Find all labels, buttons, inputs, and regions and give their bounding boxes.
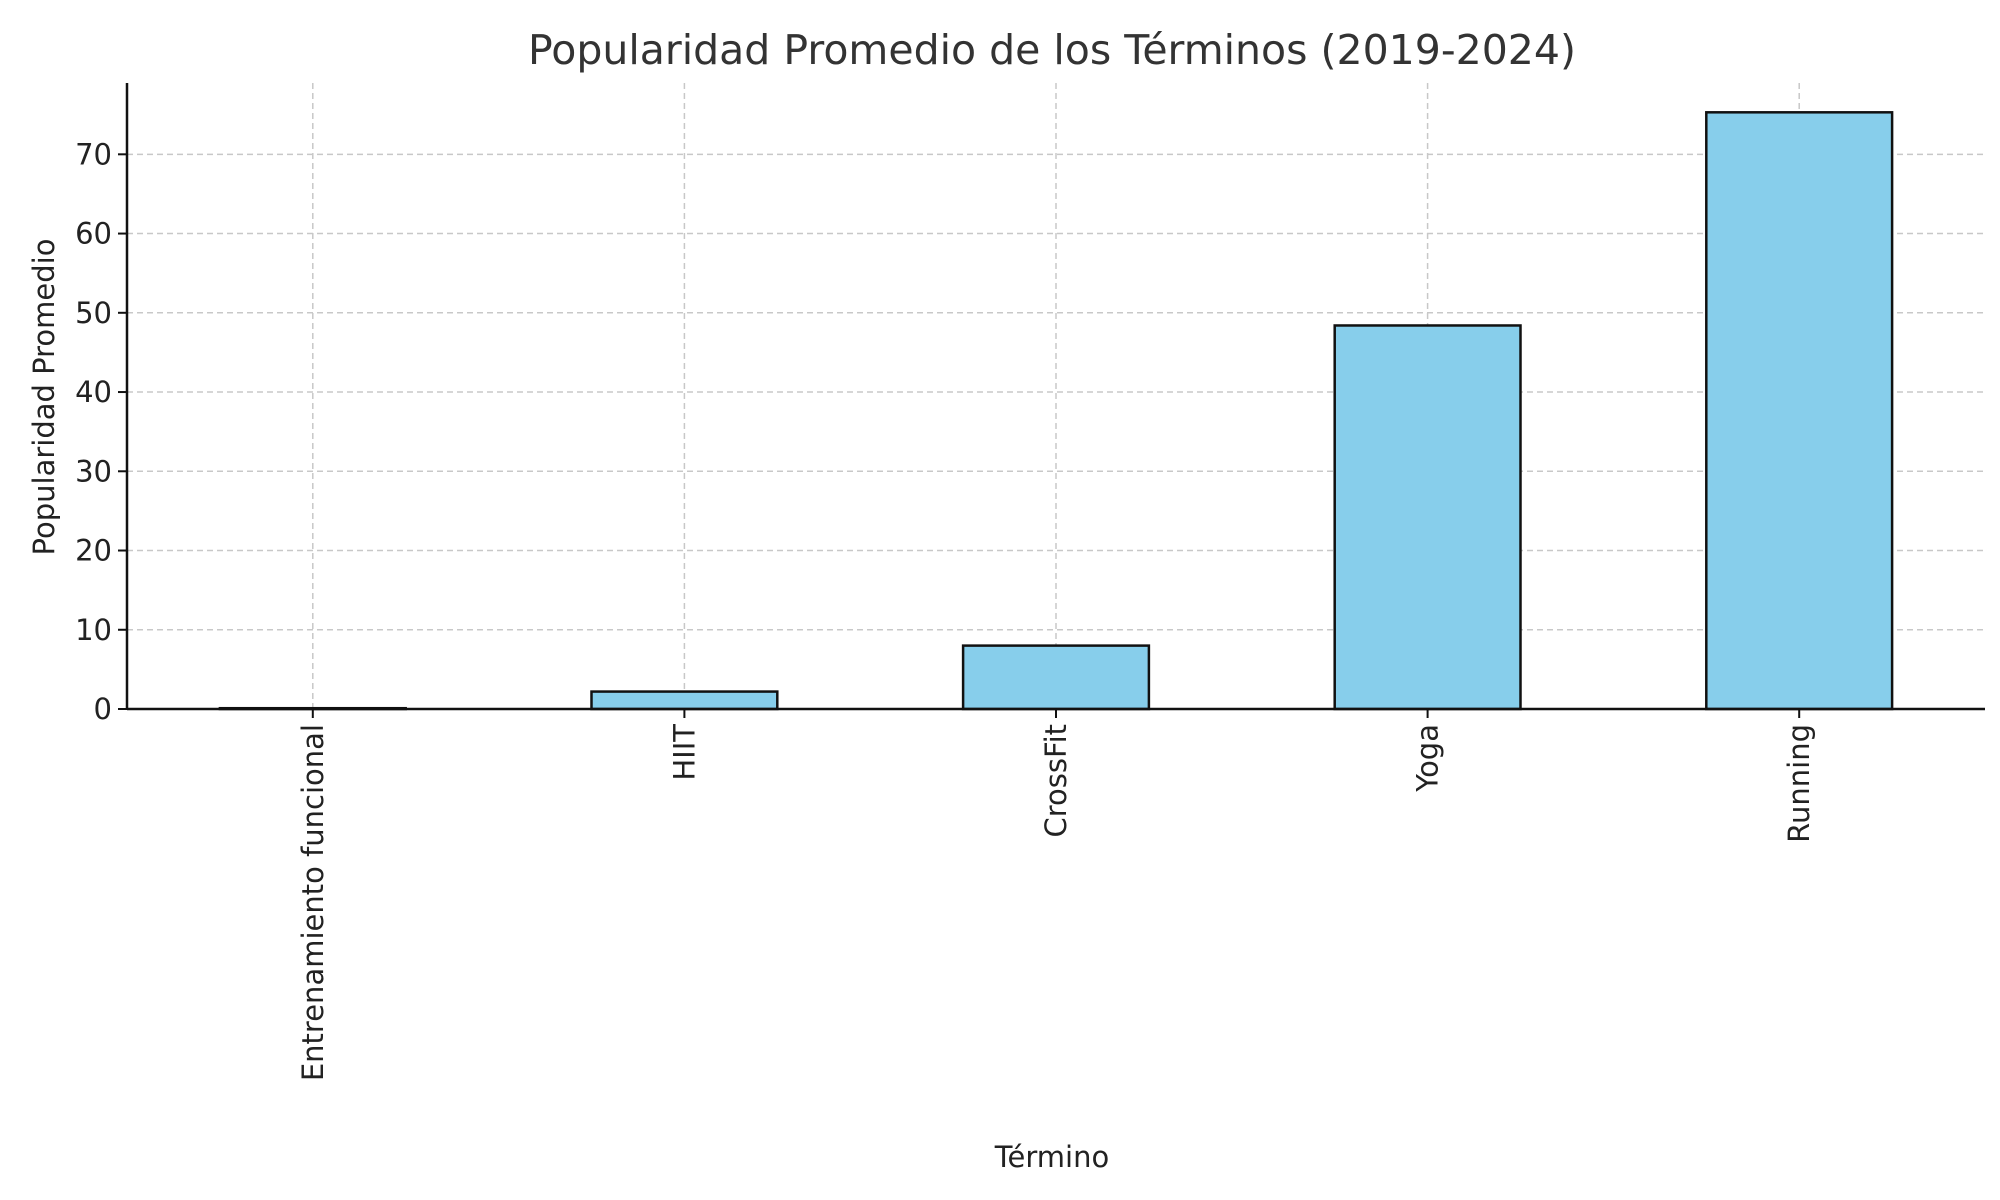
y-axis-label: Popularidad Promedio [27, 239, 61, 556]
bars [218, 111, 1894, 711]
y-tick-label: 30 [75, 454, 112, 488]
y-tick-label: 40 [75, 375, 112, 409]
x-ticks: Entrenamiento funcional HIIT CrossFit Yoga R… [296, 709, 1816, 1081]
bar-yoga [1333, 324, 1522, 711]
x-tick-label: HIIT [667, 724, 701, 781]
y-tick-label: 0 [94, 692, 112, 726]
chart-title: Popularidad Promedio de los Términos (20… [528, 26, 1576, 74]
x-tick-label: Running [1782, 724, 1816, 843]
y-tick-label: 20 [75, 534, 112, 568]
x-axis-label: Término [994, 1140, 1109, 1174]
x-tick-label: Yoga [1411, 724, 1445, 793]
x-tick-label: CrossFit [1039, 724, 1073, 838]
x-tick-label: Entrenamiento funcional [296, 724, 330, 1081]
y-ticks: 0 10 20 30 40 50 60 70 [75, 137, 127, 726]
bar-running [1705, 111, 1894, 711]
y-tick-label: 50 [75, 296, 112, 330]
bar-crossfit [961, 644, 1151, 711]
y-tick-label: 10 [75, 613, 112, 647]
bar-hiit [590, 690, 779, 711]
y-tick-label: 70 [75, 137, 112, 171]
y-tick-label: 60 [75, 217, 112, 251]
